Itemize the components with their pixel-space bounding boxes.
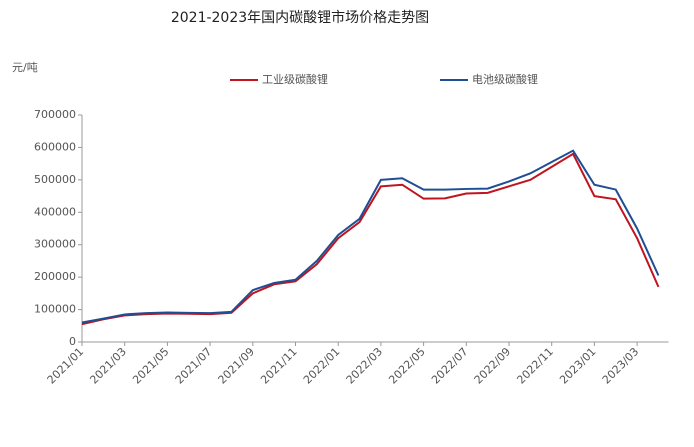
x-tick-label: 2021/01 xyxy=(45,345,87,387)
x-tick-label: 2023/01 xyxy=(557,345,599,387)
x-tick-label: 2022/03 xyxy=(344,345,386,387)
x-tick-label: 2021/05 xyxy=(130,345,172,387)
y-tick-label: 400000 xyxy=(34,205,76,218)
y-tick-label: 500000 xyxy=(34,173,76,186)
y-tick-label: 200000 xyxy=(34,270,76,283)
x-tick-label: 2022/05 xyxy=(386,345,428,387)
y-tick-label: 100000 xyxy=(34,303,76,316)
y-tick-label: 700000 xyxy=(34,108,76,121)
x-tick-label: 2021/09 xyxy=(216,345,258,387)
chart-title: 2021-2023年国内碳酸锂市场价格走势图 xyxy=(171,9,429,26)
x-tick-label: 2021/03 xyxy=(87,345,129,387)
y-tick-label: 300000 xyxy=(34,238,76,251)
y-tick-label: 600000 xyxy=(34,140,76,153)
line-series xyxy=(81,152,660,326)
x-tick-label: 2021/11 xyxy=(258,345,300,387)
legend-label: 工业级碳酸锂 xyxy=(262,72,328,86)
x-tick-label: 2022/09 xyxy=(472,345,514,387)
x-tick-label: 2023/03 xyxy=(600,345,642,387)
x-tick-label: 2021/07 xyxy=(173,345,215,387)
legend-label: 电池级碳酸锂 xyxy=(472,72,538,86)
line-series xyxy=(81,149,660,324)
x-tick-label: 2022/01 xyxy=(301,345,343,387)
y-axis-label: 元/吨 xyxy=(12,61,38,74)
y-tick-label: 0 xyxy=(69,335,76,348)
x-tick-label: 2022/11 xyxy=(514,345,556,387)
x-tick-label: 2022/07 xyxy=(429,345,471,387)
